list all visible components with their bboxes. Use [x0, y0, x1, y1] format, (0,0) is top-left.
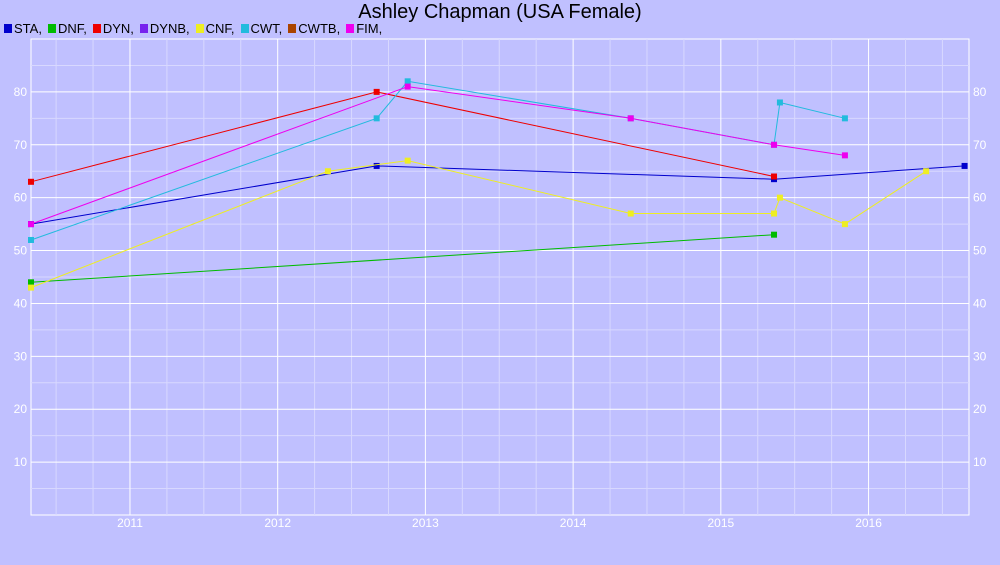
data-point-cnf	[627, 210, 634, 217]
data-point-fim	[627, 115, 634, 122]
legend-swatch	[47, 23, 56, 33]
legend-item: FIM,	[346, 21, 382, 36]
y-tick-label-left: 10	[14, 455, 28, 469]
data-point-cwt	[776, 99, 783, 106]
x-tick-label: 2015	[707, 516, 734, 530]
x-tick-label: 2013	[412, 516, 439, 530]
x-tick-label: 2014	[560, 516, 587, 530]
data-point-cwt	[841, 115, 848, 122]
legend-label: STA,	[14, 20, 42, 36]
data-point-dnf	[771, 231, 778, 238]
legend-item: DYNB,	[139, 20, 190, 36]
y-tick-label-left: 20	[14, 402, 28, 416]
x-tick-label: 2011	[117, 516, 143, 530]
legend-item: DNF,	[47, 20, 87, 36]
legend-swatch	[288, 23, 297, 33]
legend-label: CWT,	[250, 20, 283, 36]
legend-label: CNF,	[205, 20, 235, 36]
legend-label: CWTB,	[298, 20, 341, 36]
data-point-dnf	[28, 279, 34, 286]
y-tick-label-right: 70	[973, 138, 987, 152]
y-tick-label-left: 40	[14, 296, 28, 310]
y-tick-label-left: 30	[14, 349, 28, 363]
data-point-cnf	[776, 194, 783, 201]
data-point-cnf	[404, 157, 411, 164]
x-tick-label: 2012	[264, 516, 291, 530]
series-line-dyn	[30, 91, 775, 183]
data-point-cnf	[28, 284, 34, 291]
legend-swatch	[92, 23, 101, 33]
y-tick-label-right: 60	[973, 191, 987, 205]
data-point-cnf	[771, 210, 778, 217]
data-point-fim	[404, 83, 411, 90]
legend-label: FIM,	[356, 20, 383, 36]
data-point-dyn	[771, 173, 778, 180]
y-tick-label-left: 50	[14, 244, 28, 258]
data-point-cwt	[28, 236, 34, 243]
data-point-fim	[841, 152, 848, 159]
data-point-cwt	[373, 115, 380, 122]
data-point-sta	[961, 162, 968, 169]
y-tick-label-right: 50	[973, 244, 987, 258]
data-point-cwt	[404, 78, 411, 85]
series-line-cnf	[30, 160, 927, 289]
legend-label: DYN,	[102, 20, 134, 36]
data-point-fim	[771, 141, 778, 148]
x-tick-label: 2016	[855, 516, 882, 530]
y-tick-label-left: 60	[14, 191, 28, 205]
data-point-cnf	[923, 168, 930, 175]
legend-swatch	[240, 23, 249, 33]
y-tick-label-right: 10	[973, 455, 987, 469]
legend-label: DNF,	[57, 20, 87, 36]
y-tick-label-right: 20	[973, 402, 987, 416]
legend-swatch	[4, 23, 12, 33]
legend-swatch	[195, 23, 204, 33]
legend-item: STA,	[4, 21, 42, 36]
legend-label: DYNB,	[149, 20, 190, 36]
data-point-cnf	[324, 168, 331, 175]
data-point-cnf	[841, 221, 848, 228]
legend-swatch	[139, 23, 148, 33]
legend: STA, DNF, DYN, DYNB, CNF, CWT, CWTB, FIM,	[4, 20, 388, 36]
legend-item: DYN,	[92, 20, 134, 36]
y-tick-label-left: 80	[14, 85, 28, 99]
legend-item: CWT,	[240, 20, 283, 36]
y-tick-label-right: 80	[973, 85, 987, 99]
y-tick-label-left: 70	[14, 138, 28, 152]
data-point-dyn	[373, 88, 380, 95]
legend-swatch	[346, 23, 355, 33]
chart-title: Ashley Chapman (USA Female)	[358, 1, 642, 23]
legend-item: CWTB,	[288, 21, 340, 36]
data-point-fim	[28, 221, 34, 228]
data-point-dyn	[28, 178, 34, 185]
y-tick-label-right: 30	[973, 349, 987, 363]
y-tick-label-right: 40	[973, 296, 987, 310]
series-line-dnf	[30, 234, 775, 283]
data-point-sta	[373, 162, 380, 169]
legend-item: CNF,	[195, 20, 235, 36]
series-line-sta	[30, 165, 965, 225]
